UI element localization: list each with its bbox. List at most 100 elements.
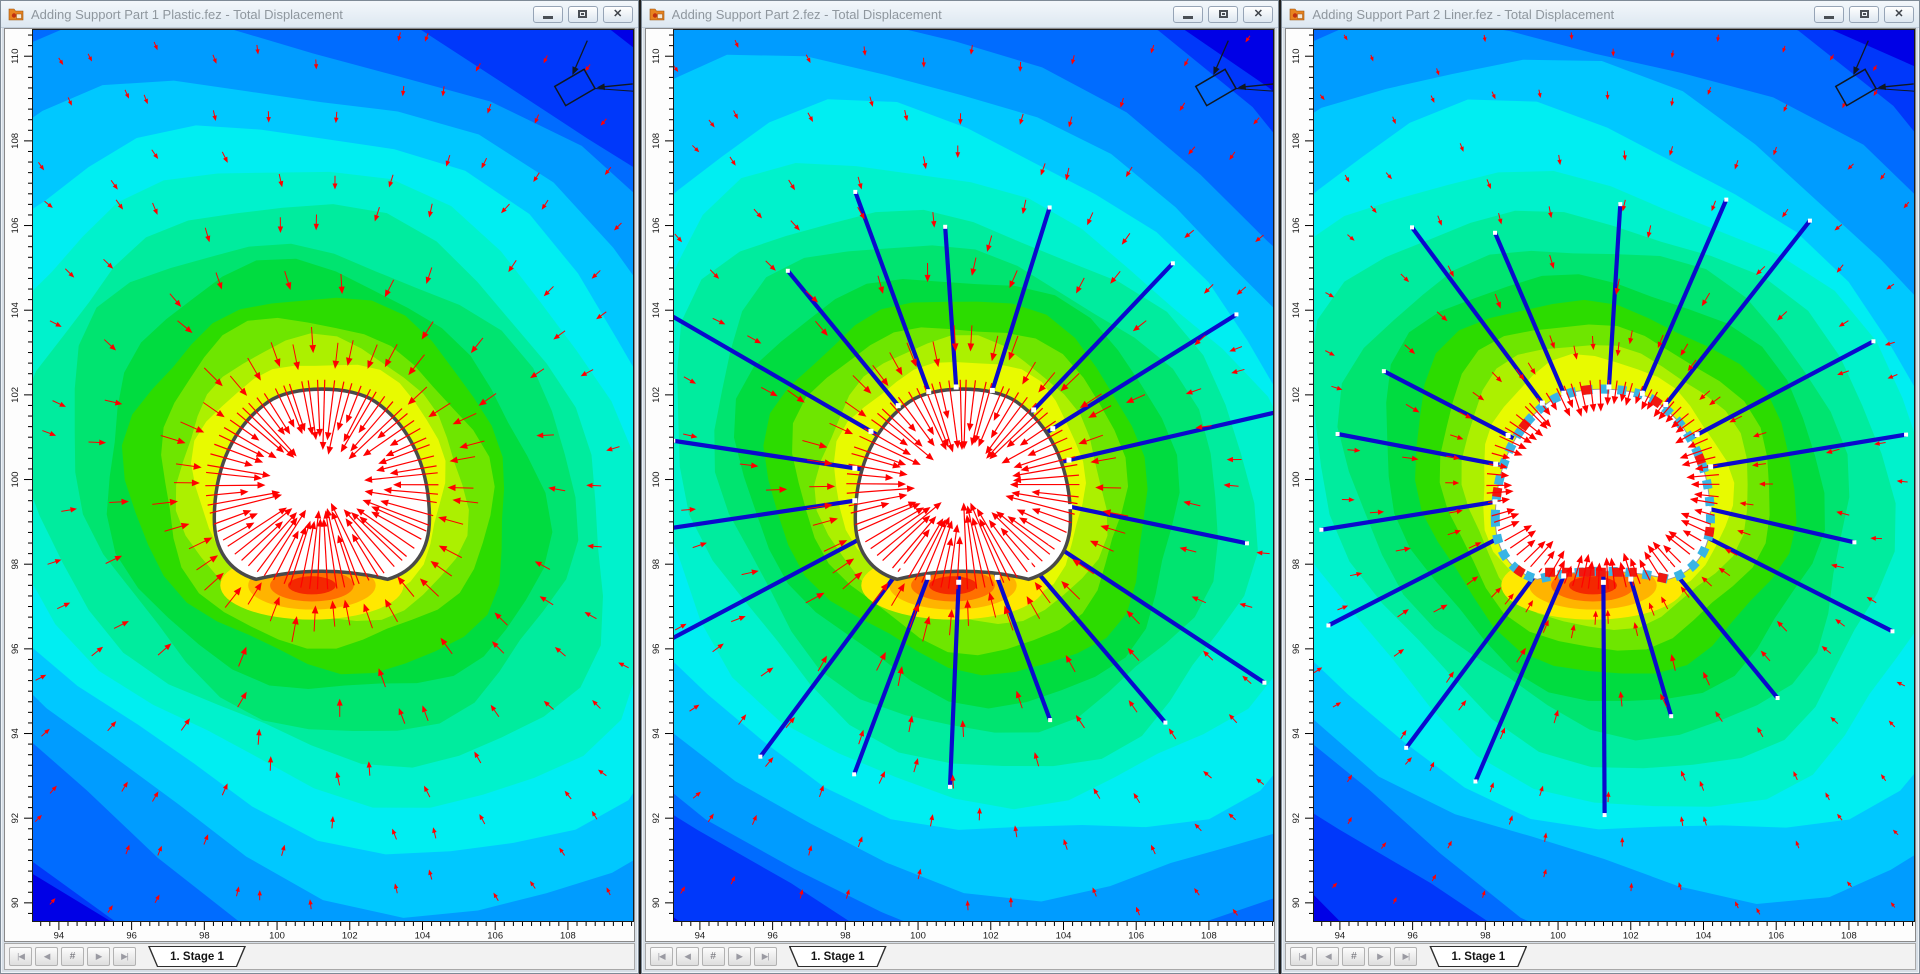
nav-stage-list[interactable]: # xyxy=(61,947,84,966)
svg-text:104: 104 xyxy=(1055,930,1071,941)
svg-text:104: 104 xyxy=(651,302,662,319)
svg-text:102: 102 xyxy=(1623,930,1639,941)
svg-text:100: 100 xyxy=(651,472,662,488)
vertical-ruler-svg: 110 108 106 104 102 100 98 96 94 92 90 xyxy=(10,34,32,914)
svg-text:110: 110 xyxy=(651,49,662,64)
displacement-vectors xyxy=(672,35,1270,916)
svg-text:104: 104 xyxy=(1696,930,1712,941)
svg-text:102: 102 xyxy=(651,387,662,403)
svg-text:106: 106 xyxy=(651,218,662,234)
stage-tab-bar: |◀ ◀ # ▶ ▶| 1. Stage 1 xyxy=(1285,943,1917,970)
svg-text:104: 104 xyxy=(1291,302,1302,319)
horizontal-ruler-svg: 94 96 98 100 102 104 106 108 xyxy=(1321,922,1914,941)
window-titlebar[interactable]: Adding Support Part 2 Liner.fez - Total … xyxy=(1282,1,1920,28)
svg-text:98: 98 xyxy=(199,930,210,941)
minimize-button[interactable] xyxy=(1814,5,1845,23)
nav-first-stage[interactable]: |◀ xyxy=(649,947,673,966)
stage-tab-bar: |◀ ◀ # ▶ ▶| 1. Stage 1 xyxy=(4,943,635,970)
nav-first-stage[interactable]: |◀ xyxy=(9,947,32,966)
svg-text:94: 94 xyxy=(54,930,65,941)
restore-button[interactable] xyxy=(1208,5,1239,23)
vertical-ruler: 110 108 106 104 102 100 98 96 94 92 90 xyxy=(645,29,673,922)
view-content: 110 108 106 104 102 100 98 96 94 92 90 94 96 98 100 10… xyxy=(644,28,1276,942)
svg-text:108: 108 xyxy=(10,133,21,149)
scene-svg xyxy=(672,29,1275,922)
svg-text:92: 92 xyxy=(10,813,21,824)
svg-text:94: 94 xyxy=(1291,728,1302,739)
document-icon xyxy=(649,6,665,22)
svg-text:102: 102 xyxy=(1291,387,1302,403)
svg-text:106: 106 xyxy=(1128,930,1144,941)
svg-text:106: 106 xyxy=(487,930,503,941)
svg-text:98: 98 xyxy=(1480,930,1491,941)
close-button[interactable]: ✕ xyxy=(602,5,633,23)
svg-text:92: 92 xyxy=(1291,813,1302,824)
contour-plot[interactable] xyxy=(672,29,1275,922)
svg-text:108: 108 xyxy=(1201,930,1217,941)
nav-last-stage[interactable]: ▶| xyxy=(753,947,777,966)
window-titlebar[interactable]: Adding Support Part 2.fez - Total Displa… xyxy=(641,1,1279,28)
mdi-window-liner: Adding Support Part 2 Liner.fez - Total … xyxy=(1281,0,1920,974)
horizontal-ruler-svg: 94 96 98 100 102 104 106 108 xyxy=(40,922,633,941)
ruler-corner xyxy=(5,922,32,941)
minimize-icon xyxy=(1183,16,1194,19)
close-button[interactable]: ✕ xyxy=(1243,5,1274,23)
rock-bolts xyxy=(672,191,1275,787)
nav-first-stage[interactable]: |◀ xyxy=(1290,947,1314,966)
svg-text:100: 100 xyxy=(1551,930,1567,941)
nav-previous-stage[interactable]: ◀ xyxy=(675,947,699,966)
svg-text:108: 108 xyxy=(1841,930,1857,941)
stage-tab[interactable]: 1. Stage 1 xyxy=(1429,946,1527,967)
nav-next-stage[interactable]: ▶ xyxy=(87,947,110,966)
svg-text:100: 100 xyxy=(10,472,21,488)
nav-last-stage[interactable]: ▶| xyxy=(113,947,136,966)
liner xyxy=(1491,384,1716,585)
svg-text:98: 98 xyxy=(1291,559,1302,570)
restore-button[interactable] xyxy=(567,5,598,23)
window-titlebar[interactable]: Adding Support Part 1 Plastic.fez - Tota… xyxy=(1,1,638,28)
horizontal-ruler: 94 96 98 100 102 104 106 108 xyxy=(672,922,1275,941)
displacement-vectors xyxy=(34,32,629,913)
vertical-ruler: 110 108 106 104 102 100 98 96 94 92 90 xyxy=(1286,29,1314,922)
view-content: 110 108 106 104 102 100 98 96 94 92 90 94 96 98 100 10… xyxy=(1285,28,1917,942)
minimize-button[interactable] xyxy=(1173,5,1204,23)
svg-text:108: 108 xyxy=(560,930,576,941)
svg-text:108: 108 xyxy=(651,133,662,149)
restore-button[interactable] xyxy=(1849,5,1880,23)
stage-tab[interactable]: 1. Stage 1 xyxy=(789,946,887,967)
vertical-ruler: 110 108 106 104 102 100 98 96 94 92 90 xyxy=(5,29,32,922)
document-icon xyxy=(8,6,24,22)
nav-last-stage[interactable]: ▶| xyxy=(1394,947,1418,966)
view-content: 110 108 106 104 102 100 98 96 94 92 90 94 96 98 100 10… xyxy=(4,28,635,942)
svg-text:104: 104 xyxy=(10,302,21,319)
svg-text:98: 98 xyxy=(651,559,662,570)
svg-text:90: 90 xyxy=(1291,898,1302,909)
vertical-ruler-svg: 110 108 106 104 102 100 98 96 94 92 90 xyxy=(1291,34,1314,914)
nav-stage-list[interactable]: # xyxy=(1342,947,1366,966)
vertical-ruler-svg: 110 108 106 104 102 100 98 96 94 92 90 xyxy=(651,34,673,914)
svg-text:102: 102 xyxy=(342,930,358,941)
contour-plot[interactable] xyxy=(1313,29,1916,922)
nav-previous-stage[interactable]: ◀ xyxy=(1316,947,1340,966)
nav-next-stage[interactable]: ▶ xyxy=(727,947,751,966)
stage-tab-label: 1. Stage 1 xyxy=(170,950,224,963)
svg-text:108: 108 xyxy=(1291,133,1302,149)
svg-text:94: 94 xyxy=(1335,930,1346,941)
horizontal-ruler: 94 96 98 100 102 104 106 108 xyxy=(32,922,634,941)
bolt-end-markers xyxy=(672,189,1267,789)
svg-text:106: 106 xyxy=(10,218,21,234)
horizontal-ruler-svg: 94 96 98 100 102 104 106 108 xyxy=(680,922,1273,941)
svg-text:110: 110 xyxy=(1291,49,1302,64)
nav-next-stage[interactable]: ▶ xyxy=(1368,947,1392,966)
nav-stage-list[interactable]: # xyxy=(701,947,725,966)
contour-plot[interactable] xyxy=(32,29,634,922)
nav-previous-stage[interactable]: ◀ xyxy=(35,947,58,966)
close-button[interactable]: ✕ xyxy=(1884,5,1915,23)
window-controls: ✕ xyxy=(528,5,633,23)
window-controls: ✕ xyxy=(1168,5,1274,23)
minimize-button[interactable] xyxy=(532,5,563,23)
svg-text:96: 96 xyxy=(1291,644,1302,655)
tunnel-excavation xyxy=(1495,388,1712,580)
stage-tab[interactable]: 1. Stage 1 xyxy=(148,946,246,967)
